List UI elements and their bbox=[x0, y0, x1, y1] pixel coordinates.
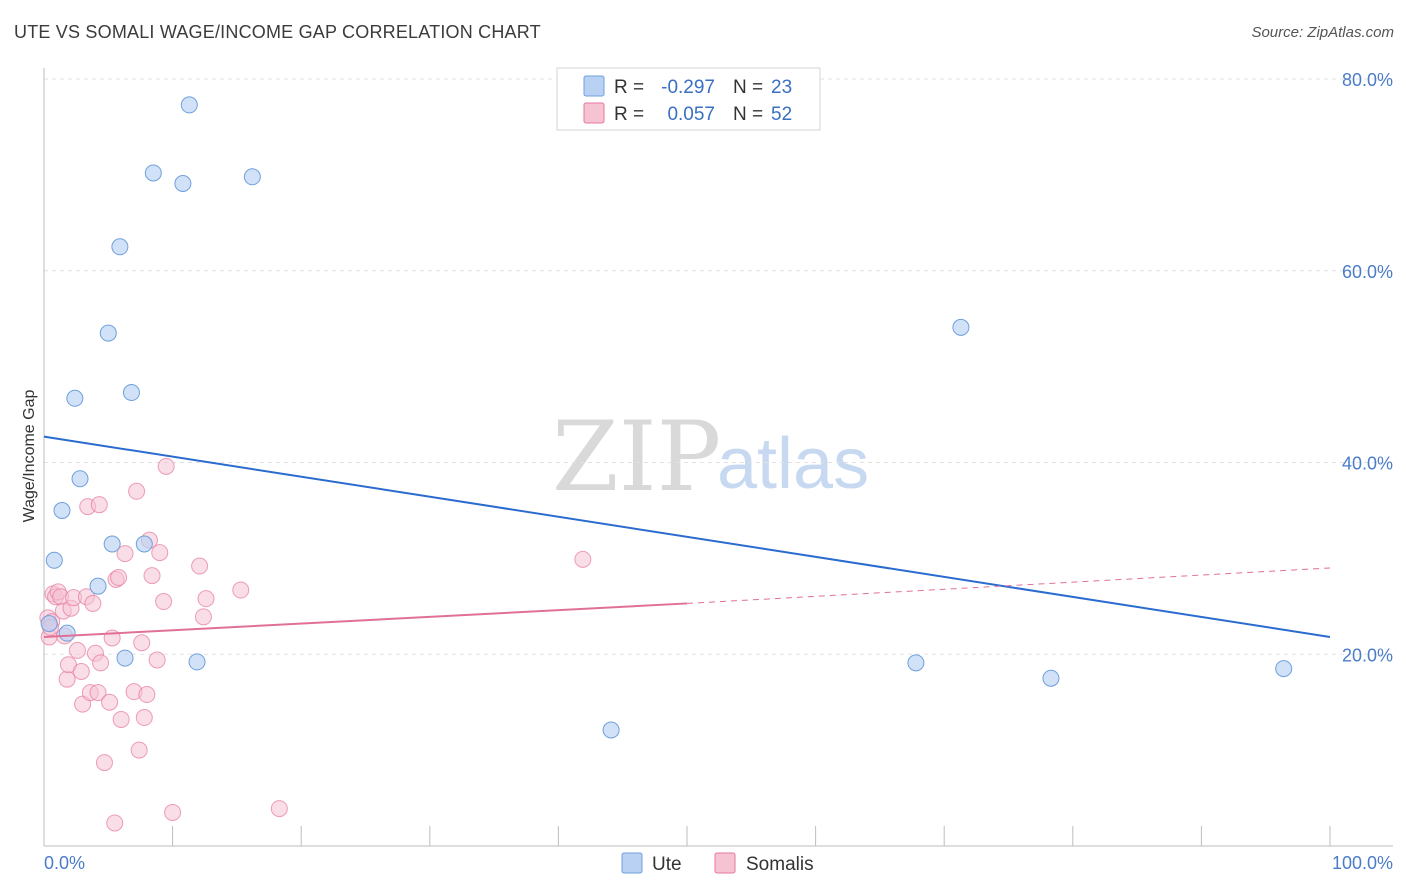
legend-ute-r-value: -0.297 bbox=[661, 77, 715, 98]
somali-points bbox=[39, 457, 592, 832]
legend-somali-r-label: R = bbox=[614, 104, 644, 125]
legend-ute-n-label: N = bbox=[733, 77, 763, 98]
trend-lines bbox=[43, 435, 1331, 638]
ute-point-9 bbox=[111, 238, 129, 256]
y-tick-label-60: 60.0% bbox=[1342, 262, 1393, 282]
somali-trend-line-extension bbox=[686, 567, 1331, 604]
ute-point-10 bbox=[116, 649, 134, 667]
bottom-legend-swatch-ute bbox=[621, 852, 643, 874]
ute-point-8 bbox=[103, 535, 121, 553]
chart-title: UTE VS SOMALI WAGE/INCOME GAP CORRELATIO… bbox=[14, 22, 541, 42]
somali-point-25 bbox=[101, 693, 119, 711]
somali-point-33 bbox=[128, 482, 146, 500]
x-tick-label-min: 0.0% bbox=[44, 853, 85, 873]
legend-somali-r-value: 0.057 bbox=[667, 104, 715, 125]
somali-point-49 bbox=[270, 800, 288, 818]
gridlines bbox=[44, 78, 1393, 655]
ute-point-21 bbox=[1042, 669, 1060, 687]
ute-point-17 bbox=[243, 168, 261, 186]
somali-point-29 bbox=[110, 569, 128, 587]
ute-point-7 bbox=[99, 324, 117, 342]
ute-point-5 bbox=[71, 470, 89, 488]
somali-point-47 bbox=[197, 590, 215, 608]
somali-point-24 bbox=[95, 754, 113, 772]
somali-point-45 bbox=[191, 557, 209, 575]
somali-point-43 bbox=[157, 457, 175, 475]
somali-point-34 bbox=[130, 741, 148, 759]
ute-points bbox=[40, 96, 1293, 739]
somali-point-50 bbox=[574, 550, 592, 568]
ute-point-1 bbox=[45, 551, 63, 569]
bottom-legend-ute: Ute bbox=[652, 854, 682, 875]
series-legend: Ute Somalis bbox=[621, 852, 814, 875]
ute-point-18 bbox=[602, 721, 620, 739]
bottom-legend-swatch-somali bbox=[714, 852, 736, 874]
ute-point-3 bbox=[58, 624, 76, 642]
somali-point-48 bbox=[232, 581, 250, 599]
somali-point-41 bbox=[151, 544, 169, 562]
ute-point-0 bbox=[40, 615, 58, 633]
legend-swatch-ute bbox=[583, 75, 605, 97]
ute-trend-line bbox=[43, 435, 1331, 638]
ute-point-11 bbox=[122, 384, 140, 402]
ute-point-19 bbox=[907, 654, 925, 672]
somali-point-30 bbox=[112, 710, 130, 728]
somali-point-19 bbox=[84, 594, 102, 612]
somali-point-31 bbox=[116, 545, 134, 563]
somali-point-23 bbox=[92, 654, 110, 672]
y-tick-label-20: 20.0% bbox=[1342, 645, 1393, 665]
somali-point-35 bbox=[133, 634, 151, 652]
somali-point-21 bbox=[89, 684, 107, 702]
source-credit: Source: ZipAtlas.com bbox=[1251, 24, 1394, 41]
legend-somali-n-value: 52 bbox=[771, 104, 792, 125]
somali-point-22 bbox=[90, 496, 108, 514]
somali-point-14 bbox=[72, 663, 90, 681]
bottom-legend-somali: Somalis bbox=[746, 854, 814, 875]
somali-point-42 bbox=[155, 593, 173, 611]
legend-somali-n-label: N = bbox=[733, 104, 763, 125]
ute-point-22 bbox=[1275, 660, 1293, 678]
somali-point-46 bbox=[194, 608, 212, 626]
somali-point-39 bbox=[143, 567, 161, 585]
legend-ute-n-value: 23 bbox=[771, 77, 792, 98]
y-tick-label-40: 40.0% bbox=[1342, 454, 1393, 474]
axes bbox=[43, 68, 1393, 847]
legend-ute-r-label: R = bbox=[614, 77, 644, 98]
ute-point-12 bbox=[135, 535, 153, 553]
ute-point-16 bbox=[188, 653, 206, 671]
watermark-zip: ZIP bbox=[552, 401, 721, 513]
ute-point-2 bbox=[53, 501, 71, 519]
y-axis-label: Wage/Income Gap bbox=[21, 390, 38, 523]
somali-point-13 bbox=[68, 641, 86, 659]
y-tick-labels: 20.0% 40.0% 60.0% 80.0% bbox=[1342, 70, 1393, 665]
ute-point-20 bbox=[952, 318, 970, 336]
stats-legend: R = -0.297 N = 23 R = 0.057 N = 52 bbox=[556, 67, 821, 131]
ute-point-14 bbox=[174, 175, 192, 193]
somali-point-40 bbox=[148, 651, 166, 669]
ute-point-15 bbox=[180, 96, 198, 114]
ute-point-4 bbox=[66, 389, 84, 407]
somali-point-44 bbox=[164, 803, 182, 821]
somali-point-36 bbox=[135, 709, 153, 727]
watermark-atlas: atlas bbox=[717, 424, 869, 504]
somali-trend-line bbox=[43, 602, 688, 638]
legend-swatch-somali bbox=[583, 102, 605, 124]
somali-point-9 bbox=[58, 670, 76, 688]
somali-point-37 bbox=[138, 686, 156, 704]
ute-point-13 bbox=[144, 164, 162, 182]
y-tick-label-80: 80.0% bbox=[1342, 70, 1393, 90]
ute-point-6 bbox=[89, 577, 107, 595]
x-tick-label-max: 100.0% bbox=[1332, 853, 1393, 873]
somali-point-27 bbox=[106, 814, 124, 832]
